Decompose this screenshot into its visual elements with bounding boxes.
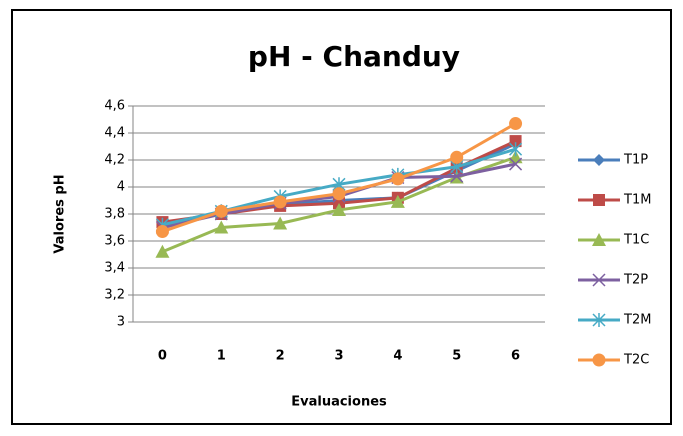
legend-marker — [592, 273, 606, 287]
point — [332, 202, 346, 216]
x-axis-label: Evaluaciones — [291, 395, 387, 410]
point — [273, 216, 288, 230]
legend-label: T2C — [623, 353, 649, 368]
x-tick-label: 0 — [158, 349, 167, 364]
y-tick-label: 4,6 — [104, 99, 125, 114]
y-tick-label: 4 — [117, 180, 125, 195]
y-tick-label: 4,4 — [104, 126, 125, 141]
point — [273, 195, 287, 209]
legend-marker — [592, 313, 606, 327]
legend-marker — [592, 233, 606, 246]
x-tick-label: 2 — [276, 349, 285, 364]
chart-border — [11, 9, 672, 425]
x-tick-label: 6 — [511, 349, 520, 364]
y-tick-label: 3,6 — [104, 234, 125, 249]
y-tick-label: 3,8 — [104, 207, 125, 222]
y-tick-label: 3 — [117, 315, 125, 330]
point — [155, 244, 170, 258]
point — [450, 169, 464, 183]
point — [509, 117, 523, 131]
y-axis-label: Valores pH — [53, 174, 68, 253]
chart-title: pH - Chanduy — [248, 40, 460, 73]
x-tick-label: 4 — [393, 349, 402, 364]
legend-label: T1P — [623, 153, 648, 168]
legend-label: T2M — [623, 313, 651, 328]
point — [332, 187, 346, 201]
legend-label: T1M — [623, 193, 651, 208]
point — [214, 204, 228, 218]
legend-label: T1C — [623, 233, 649, 248]
legend-marker — [592, 353, 606, 367]
point — [155, 225, 169, 239]
y-tick-label: 3,4 — [104, 261, 125, 276]
point — [214, 220, 229, 234]
point — [450, 150, 464, 164]
legend-label: T2P — [623, 273, 648, 288]
y-tick-label: 3,2 — [104, 288, 125, 303]
point — [509, 142, 523, 157]
legend-marker — [593, 194, 605, 206]
x-tick-label: 1 — [217, 349, 226, 364]
point — [509, 135, 522, 148]
y-tick-label: 4,2 — [104, 153, 125, 168]
x-tick-label: 3 — [334, 349, 343, 364]
x-tick-label: 5 — [452, 349, 461, 364]
point — [391, 172, 405, 186]
legend-marker — [593, 154, 605, 166]
point — [390, 194, 405, 208]
point — [509, 157, 523, 171]
